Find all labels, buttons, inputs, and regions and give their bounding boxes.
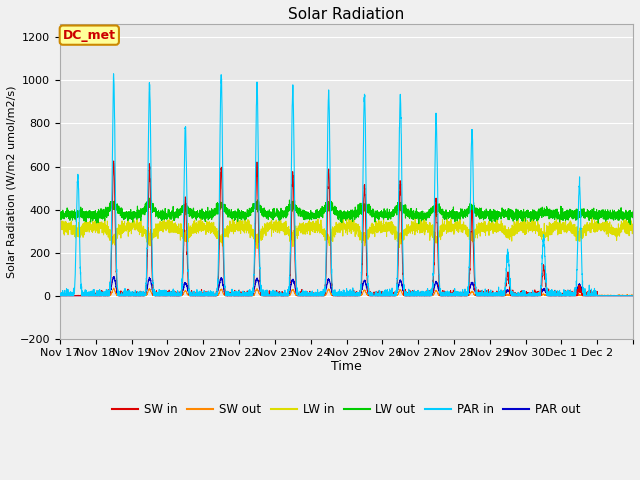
X-axis label: Time: Time [331, 360, 362, 373]
Text: DC_met: DC_met [63, 29, 116, 42]
Title: Solar Radiation: Solar Radiation [289, 7, 404, 22]
Legend: SW in, SW out, LW in, LW out, PAR in, PAR out: SW in, SW out, LW in, LW out, PAR in, PA… [108, 398, 586, 420]
Y-axis label: Solar Radiation (W/m2 umol/m2/s): Solar Radiation (W/m2 umol/m2/s) [7, 85, 17, 278]
